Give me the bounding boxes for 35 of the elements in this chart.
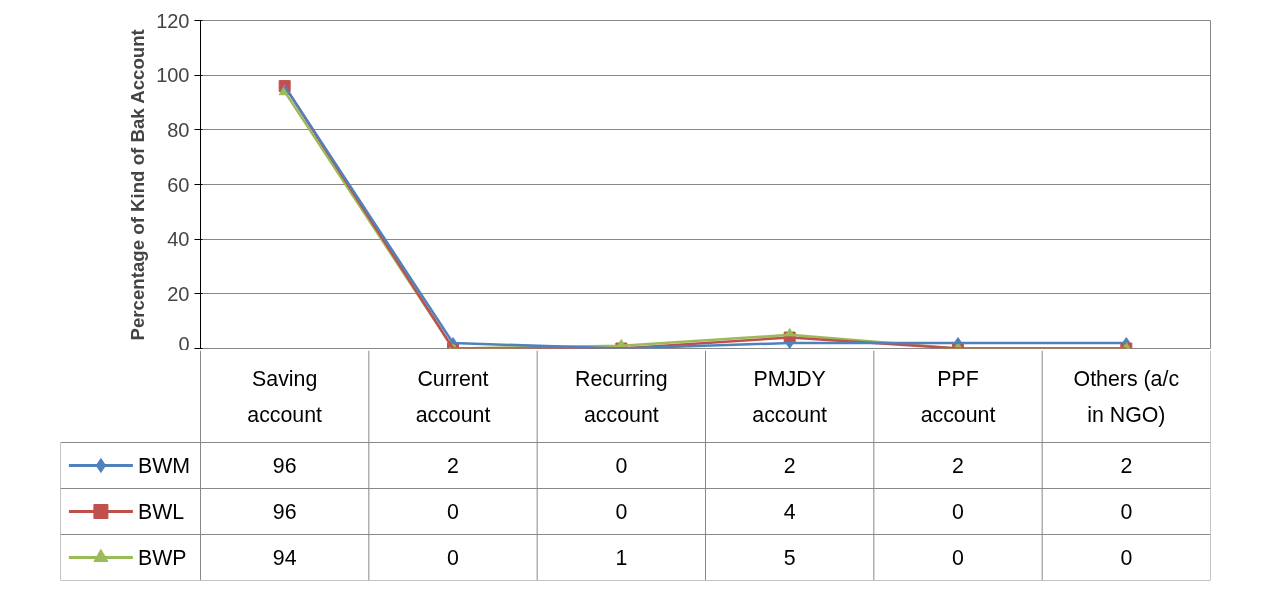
data-label: 0 bbox=[952, 546, 965, 570]
data-label: 0 bbox=[952, 500, 965, 524]
y-axis-title: Percentage of Kind of Bak Account bbox=[127, 29, 149, 341]
data-label: 2 bbox=[1120, 454, 1133, 478]
data-label: 0 bbox=[447, 500, 460, 524]
x-tick-label: Current account bbox=[415, 366, 491, 427]
data-label: 0 bbox=[615, 500, 628, 524]
x-tick-label: PMJDY account bbox=[752, 366, 828, 427]
y-tick-label: 120 bbox=[156, 9, 190, 32]
data-label: 96 bbox=[272, 454, 297, 478]
data-label: 0 bbox=[615, 454, 628, 478]
data-label: 2 bbox=[952, 454, 964, 478]
y-tick-label: 20 bbox=[167, 282, 190, 305]
data-label: 2 bbox=[447, 454, 459, 478]
x-tick-label: Recurring account bbox=[575, 366, 668, 427]
legend-label: BWL bbox=[137, 499, 185, 524]
data-label: 5 bbox=[783, 546, 796, 570]
x-tick-label: PPF account bbox=[920, 366, 996, 427]
data-label: 4 bbox=[783, 500, 796, 524]
y-tick-label: 80 bbox=[167, 118, 190, 141]
legend-label: BWP bbox=[137, 545, 187, 570]
data-label: 94 bbox=[272, 546, 297, 570]
data-label: 0 bbox=[1120, 546, 1133, 570]
y-tick-label: 40 bbox=[167, 228, 190, 251]
y-tick-label: 60 bbox=[167, 173, 190, 196]
data-label: 96 bbox=[272, 500, 297, 524]
y-tick-label: 0 bbox=[178, 332, 190, 355]
x-tick-label: Others (a/c in NGO) bbox=[1073, 366, 1180, 427]
data-label: 2 bbox=[783, 454, 796, 478]
data-label: 1 bbox=[615, 546, 628, 570]
legend-label: BWM bbox=[137, 453, 191, 478]
x-tick-label: Saving account bbox=[247, 366, 323, 427]
y-tick-label: 100 bbox=[156, 64, 190, 87]
data-label: 0 bbox=[447, 546, 460, 570]
data-label: 0 bbox=[1120, 500, 1133, 524]
